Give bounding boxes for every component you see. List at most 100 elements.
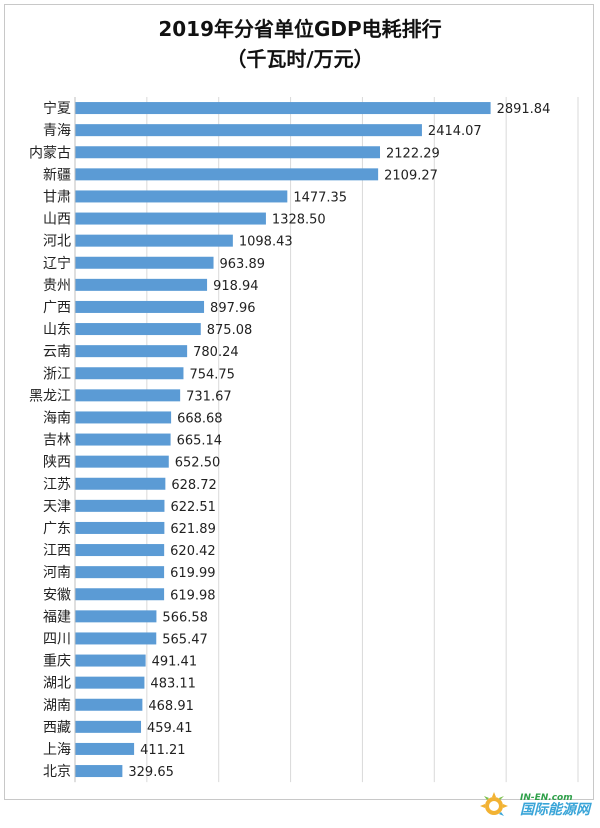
value-label: 1098.43	[239, 235, 293, 250]
watermark-en: IN-EN.com	[520, 792, 573, 803]
watermark-cn: 国际能源网	[520, 801, 590, 818]
bar	[75, 477, 166, 490]
value-label: 1328.50	[272, 213, 326, 228]
value-label: 665.14	[177, 434, 223, 449]
bar	[75, 124, 422, 137]
category-label: 湖南	[43, 698, 71, 714]
category-label: 广西	[43, 300, 71, 316]
category-label: 陕西	[43, 455, 71, 471]
category-label: 宁夏	[43, 100, 71, 117]
category-label: 甘肃	[43, 189, 71, 205]
value-label: 2109.27	[384, 168, 438, 183]
bar	[75, 455, 169, 468]
bar	[75, 765, 123, 778]
value-label: 2414.07	[428, 124, 482, 139]
value-label: 411.21	[140, 743, 186, 758]
value-label: 620.42	[170, 544, 216, 559]
category-label: 四川	[43, 631, 71, 647]
category-label: 浙江	[43, 366, 71, 382]
value-label: 780.24	[193, 345, 239, 360]
bar	[75, 566, 165, 579]
value-label: 329.65	[128, 765, 174, 780]
bar	[75, 146, 381, 159]
category-label: 天津	[43, 499, 71, 515]
category-label: 西藏	[43, 720, 71, 736]
value-label: 918.94	[213, 279, 259, 294]
category-label: 山东	[43, 322, 71, 338]
value-label: 897.96	[210, 301, 256, 316]
value-label: 1477.35	[293, 190, 347, 205]
value-label: 2891.84	[497, 102, 551, 117]
bar	[75, 588, 165, 601]
bar-chart: 宁夏 2891.84 青海 2414.07 内蒙古 2122.29 新疆 2109.27 甘肃 1…	[29, 97, 579, 783]
bar	[75, 610, 157, 623]
category-label: 云南	[43, 344, 71, 360]
value-label: 875.08	[207, 323, 253, 338]
bar	[75, 433, 171, 446]
chart-subtitle: （千瓦时/万元）	[226, 47, 374, 71]
category-label: 河北	[43, 234, 71, 250]
bar	[75, 499, 165, 512]
chart-frame	[4, 4, 594, 800]
value-label: 468.91	[148, 699, 194, 714]
category-label: 上海	[43, 742, 71, 758]
bar	[75, 345, 188, 358]
bar	[75, 212, 266, 225]
in-en-logo-icon	[480, 792, 508, 816]
bar	[75, 323, 201, 336]
bar	[75, 698, 143, 711]
value-label: 628.72	[171, 478, 217, 493]
category-label: 北京	[43, 764, 71, 780]
bar	[75, 742, 135, 755]
category-label: 山西	[43, 212, 71, 228]
value-label: 2122.29	[386, 146, 440, 161]
category-label: 贵州	[43, 278, 71, 294]
chart-title: 2019年分省单位GDP电耗排行	[158, 17, 442, 41]
category-label: 海南	[43, 410, 71, 426]
category-label: 福建	[43, 609, 71, 625]
watermark: IN-EN.com 国际能源网	[476, 788, 590, 822]
value-label: 459.41	[147, 721, 193, 736]
bar	[75, 168, 379, 181]
value-label: 566.58	[162, 610, 208, 625]
bar	[75, 300, 205, 313]
category-label: 黑龙江	[29, 388, 71, 404]
bar	[75, 190, 288, 203]
category-label: 吉林	[43, 433, 71, 449]
value-label: 619.98	[170, 588, 216, 603]
value-label: 963.89	[220, 257, 266, 272]
category-label: 江苏	[43, 477, 71, 493]
bar	[75, 278, 208, 291]
category-label: 广东	[43, 521, 71, 537]
category-label: 安徽	[43, 587, 71, 603]
category-label: 重庆	[43, 654, 71, 670]
bar	[75, 367, 184, 380]
value-label: 619.99	[170, 566, 216, 581]
value-label: 754.75	[189, 367, 235, 382]
value-label: 483.11	[150, 677, 196, 692]
category-label: 湖北	[43, 676, 71, 692]
category-label: 江西	[43, 543, 71, 559]
bar	[75, 632, 157, 645]
bar	[75, 102, 491, 115]
category-label: 新疆	[43, 167, 71, 183]
value-label: 621.89	[170, 522, 216, 537]
category-label: 辽宁	[43, 255, 71, 272]
value-label: 668.68	[177, 411, 223, 426]
value-label: 652.50	[175, 456, 221, 471]
bar	[75, 544, 165, 557]
value-label: 731.67	[186, 389, 232, 404]
bar	[75, 654, 146, 667]
value-label: 565.47	[162, 632, 208, 647]
value-label: 491.41	[152, 655, 198, 670]
category-label: 内蒙古	[29, 145, 71, 161]
bar	[75, 256, 214, 269]
category-label: 青海	[43, 123, 71, 139]
bar	[75, 389, 181, 402]
bar	[75, 411, 172, 424]
bar	[75, 676, 145, 689]
bar	[75, 720, 142, 733]
value-label: 622.51	[170, 500, 216, 515]
bar	[75, 521, 165, 534]
category-label: 河南	[43, 565, 71, 581]
